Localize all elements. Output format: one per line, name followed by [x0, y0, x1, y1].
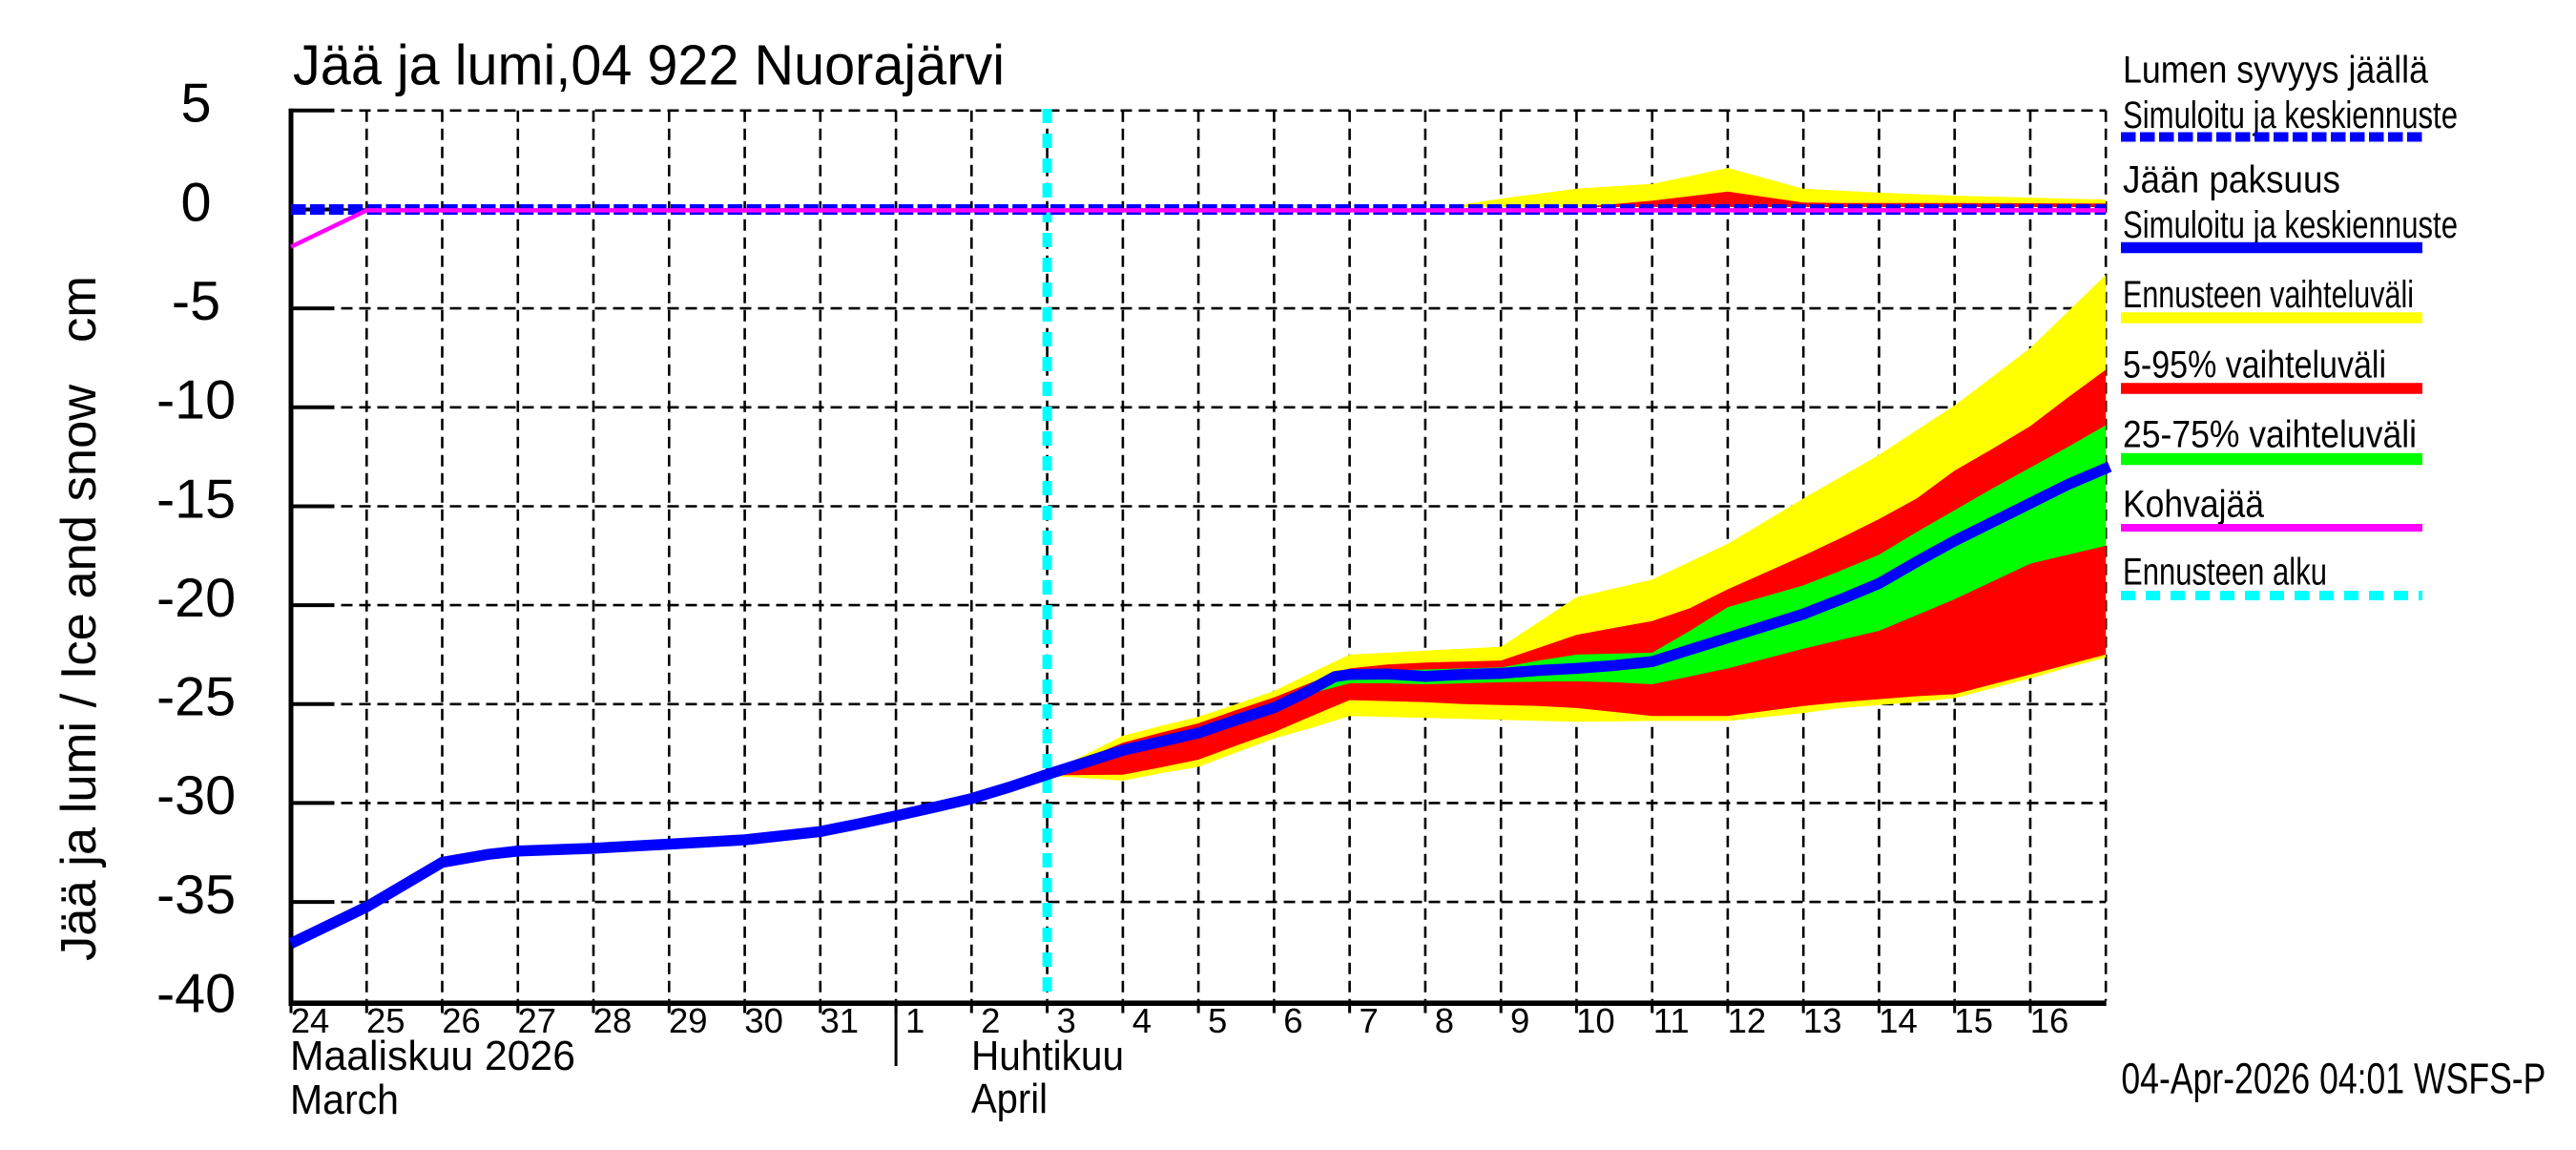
svg-text:10: 10 [1576, 1001, 1615, 1040]
svg-text:Ennusteen alku: Ennusteen alku [2123, 551, 2327, 593]
svg-text:15: 15 [1954, 1001, 1993, 1040]
svg-text:Jää ja lumi / Ice and snow c: Jää ja lumi / Ice and snow cm [52, 276, 107, 961]
svg-text:9: 9 [1510, 1001, 1529, 1040]
svg-text:Jää ja lumi,04 922 Nuorajärvi: Jää ja lumi,04 922 Nuorajärvi [293, 33, 1005, 97]
svg-text:-35: -35 [156, 865, 236, 926]
svg-text:Huhtikuu: Huhtikuu [971, 1033, 1124, 1079]
svg-text:8: 8 [1435, 1001, 1454, 1040]
svg-text:-40: -40 [156, 964, 236, 1025]
svg-text:24: 24 [291, 1001, 330, 1040]
svg-text:13: 13 [1803, 1001, 1842, 1040]
svg-text:-5: -5 [172, 271, 220, 332]
svg-text:25: 25 [366, 1001, 405, 1040]
svg-text:March: March [290, 1077, 399, 1123]
svg-text:30: 30 [744, 1001, 783, 1040]
svg-text:26: 26 [442, 1001, 481, 1040]
svg-text:Kohvajää: Kohvajää [2123, 483, 2264, 525]
svg-text:5-95% vaihteluväli: 5-95% vaihteluväli [2123, 345, 2386, 387]
svg-text:-10: -10 [156, 370, 236, 431]
svg-text:3: 3 [1056, 1001, 1075, 1040]
svg-text:Maaliskuu 2026: Maaliskuu 2026 [290, 1033, 575, 1079]
svg-text:14: 14 [1879, 1001, 1918, 1040]
svg-text:-30: -30 [156, 765, 236, 826]
svg-text:-15: -15 [156, 469, 236, 530]
svg-text:28: 28 [593, 1001, 633, 1040]
svg-text:27: 27 [517, 1001, 556, 1040]
svg-text:6: 6 [1283, 1001, 1302, 1040]
svg-text:29: 29 [669, 1001, 708, 1040]
svg-text:04-Apr-2026 04:01 WSFS-P: 04-Apr-2026 04:01 WSFS-P [2121, 1054, 2545, 1102]
svg-text:12: 12 [1728, 1001, 1767, 1040]
svg-text:5: 5 [181, 73, 212, 135]
svg-text:Simuloitu ja keskiennuste: Simuloitu ja keskiennuste [2123, 204, 2458, 246]
svg-text:Jään paksuus: Jään paksuus [2123, 158, 2340, 200]
svg-text:7: 7 [1359, 1001, 1378, 1040]
svg-text:April: April [971, 1076, 1048, 1122]
svg-text:1: 1 [905, 1001, 924, 1040]
svg-text:5: 5 [1208, 1001, 1227, 1040]
svg-text:4: 4 [1132, 1001, 1152, 1040]
svg-text:2: 2 [981, 1001, 1000, 1040]
svg-text:Lumen syvyys jäällä: Lumen syvyys jäällä [2123, 50, 2428, 92]
svg-text:Simuloitu ja keskiennuste: Simuloitu ja keskiennuste [2123, 94, 2458, 136]
svg-text:0: 0 [181, 172, 212, 233]
svg-text:11: 11 [1653, 1001, 1690, 1040]
svg-text:-25: -25 [156, 667, 236, 728]
svg-text:31: 31 [820, 1001, 859, 1040]
svg-text:25-75% vaihteluväli: 25-75% vaihteluväli [2123, 414, 2417, 456]
svg-text:16: 16 [2030, 1001, 2069, 1040]
svg-text:Ennusteen vaihteluväli: Ennusteen vaihteluväli [2123, 274, 2414, 316]
svg-text:-20: -20 [156, 568, 236, 629]
